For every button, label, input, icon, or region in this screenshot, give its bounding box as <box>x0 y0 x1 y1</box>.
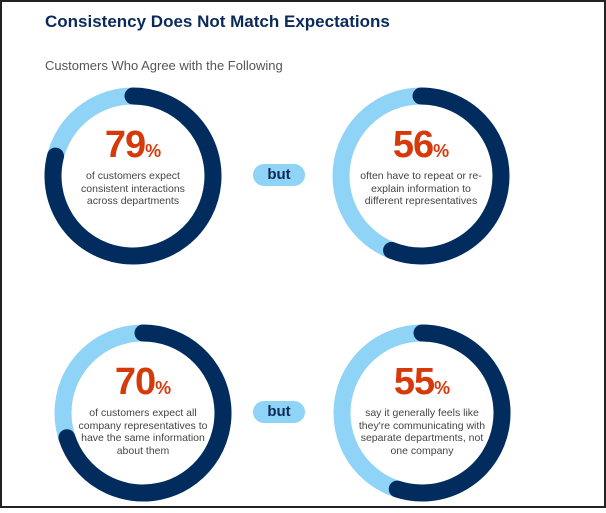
donut-chart-3 <box>54 324 232 502</box>
donut-chart-1 <box>44 87 222 265</box>
percent-value: 56% <box>392 124 450 166</box>
donut-center-text-1: 79% of customers expect consistent intera… <box>68 126 198 208</box>
donut-center-text-3: 70% of customers expect all company repre… <box>78 363 208 457</box>
donut-center-text-2: 56% often have to repeat or re-explain in… <box>356 126 486 208</box>
donut-center-text-4: 55% say it generally feels like they're c… <box>357 363 487 457</box>
but-label-bottom: but <box>253 401 305 423</box>
donut-chart-4 <box>333 324 511 502</box>
subtitle: Customers Who Agree with the Following <box>45 58 283 73</box>
but-label-top: but <box>253 164 305 186</box>
page-title: Consistency Does Not Match Expectations <box>45 12 390 31</box>
donut-value-arc <box>58 324 232 502</box>
donut-caption: of customers expect all company represen… <box>78 407 208 457</box>
donut-value-arc <box>44 87 222 265</box>
donut-value-arc <box>388 324 511 502</box>
donut-caption: often have to repeat or re-explain infor… <box>360 170 482 207</box>
percent-value: 79% <box>104 124 162 166</box>
percent-value: 55% <box>393 361 451 403</box>
donut-caption: of customers expect consistent interacti… <box>81 170 185 207</box>
donut-caption: say it generally feels like they're comm… <box>358 407 486 457</box>
percent-value: 70% <box>114 361 172 403</box>
donut-value-arc <box>383 87 510 265</box>
donut-chart-2 <box>332 87 510 265</box>
